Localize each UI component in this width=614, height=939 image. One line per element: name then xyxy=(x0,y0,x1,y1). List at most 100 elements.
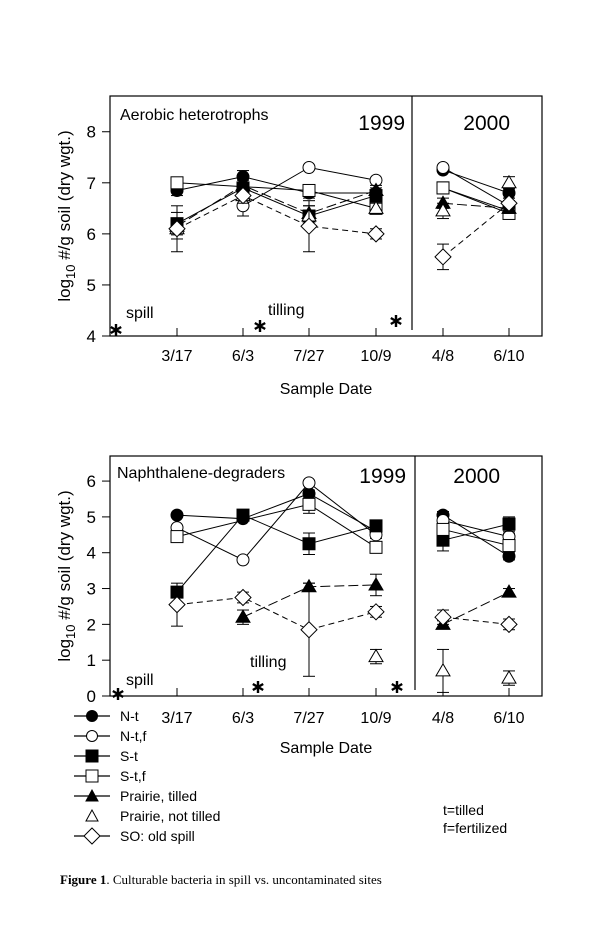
data-point xyxy=(302,160,316,174)
data-point xyxy=(368,200,384,214)
y-tick-label: 6 xyxy=(87,472,96,491)
data-point xyxy=(368,576,384,591)
series-line xyxy=(442,616,510,625)
series-prairie-tilled xyxy=(169,177,517,232)
legend-item: S-t xyxy=(74,748,138,764)
x-tick-label: 10/9 xyxy=(360,710,391,727)
x-axis-title: Sample Date xyxy=(280,381,373,398)
series-line xyxy=(442,187,510,214)
filled-square-icon xyxy=(85,749,99,763)
data-point xyxy=(501,670,517,684)
y-tick-label: 8 xyxy=(87,123,96,142)
event-marker-icon xyxy=(390,315,402,327)
data-point xyxy=(368,648,384,663)
spill-marker-icon xyxy=(112,688,124,700)
data-point xyxy=(502,539,516,553)
y-axis-title-rest: #/g soil (dry wgt.) xyxy=(55,130,74,264)
period-label-1999: 1999 xyxy=(358,112,405,135)
y-tick-label: 2 xyxy=(87,615,96,634)
x-tick-label: 4/8 xyxy=(432,348,454,365)
y-tick-label: 4 xyxy=(87,327,96,346)
x-tick-label: 7/27 xyxy=(293,348,324,365)
legend-note: t=tilled xyxy=(443,802,484,818)
y-axis-title-sub: 10 xyxy=(63,625,78,639)
x-tick-label: 3/17 xyxy=(161,710,192,727)
data-point xyxy=(500,194,518,212)
data-point xyxy=(435,662,451,677)
x-tick-label: 4/8 xyxy=(432,710,454,727)
data-point xyxy=(168,595,186,614)
event-marker-icon xyxy=(391,681,403,693)
legend-item: SO: old spill xyxy=(74,827,195,845)
x-tick-label: 7/27 xyxy=(293,710,324,727)
data-point xyxy=(234,186,252,205)
series-so-old-spill xyxy=(168,186,518,271)
panel-title: Naphthalene-degraders xyxy=(117,465,285,482)
series-s-t-f xyxy=(170,494,516,554)
data-point xyxy=(302,537,316,551)
series-line xyxy=(176,493,377,532)
data-point xyxy=(434,608,452,626)
data-point xyxy=(436,181,450,195)
open-diamond-icon xyxy=(83,827,101,845)
series-line xyxy=(176,482,377,561)
legend-label: S-t xyxy=(120,748,138,764)
series-line xyxy=(442,514,510,557)
y-tick-label: 7 xyxy=(87,174,96,193)
data-point xyxy=(235,609,251,623)
y-tick-label: 5 xyxy=(87,276,96,295)
figure-caption: Figure 1. Culturable bacteria in spill v… xyxy=(60,872,382,888)
data-point xyxy=(434,248,452,266)
x-tick-label: 3/17 xyxy=(161,348,192,365)
y-axis-title: log10 #/g soil (dry wgt.) xyxy=(55,130,78,301)
x-tick-label: 6/3 xyxy=(232,348,254,365)
series-line xyxy=(176,187,377,225)
x-tick-label: 6/10 xyxy=(493,348,524,365)
legend: N-t N-t,f S-t S-t,f Prairie, tilled Prairie, … xyxy=(74,708,507,845)
data-point xyxy=(300,217,318,235)
tilling-marker-icon xyxy=(252,681,264,693)
data-point xyxy=(300,621,318,639)
data-point xyxy=(302,497,316,511)
plot-frame xyxy=(109,455,543,697)
data-point xyxy=(234,588,252,607)
chart-1: 4 5 6 7 8 3/17 6/3 7/27 10/9 4/8 6/10 Sample Date lo… xyxy=(55,95,543,398)
series-line xyxy=(176,503,377,548)
filled-circle-icon xyxy=(86,710,98,722)
series-line xyxy=(176,514,377,593)
legend-label: S-t,f xyxy=(120,768,146,784)
data-point xyxy=(502,549,516,563)
series-line xyxy=(176,176,376,194)
legend-label: Prairie, not tilled xyxy=(120,808,220,824)
open-square-icon xyxy=(85,769,99,783)
period-label-2000: 2000 xyxy=(463,112,510,135)
y-tick-label: 6 xyxy=(87,225,96,244)
data-point xyxy=(367,603,385,621)
legend-item: N-t xyxy=(74,708,139,724)
open-circle-icon xyxy=(86,730,98,742)
series-s-t xyxy=(170,508,516,599)
data-point xyxy=(502,517,516,531)
data-point xyxy=(170,176,184,190)
y-tick-label: 1 xyxy=(87,651,96,670)
legend-item: Prairie, not tilled xyxy=(85,808,220,824)
series-line xyxy=(176,184,377,227)
chart-2: 0 1 2 3 4 5 6 3/17 6/3 7/27 10/9 4/8 6/10 Sample Date… xyxy=(55,455,543,757)
series-n-t-f xyxy=(170,476,516,567)
data-point xyxy=(369,519,383,533)
y-axis-title-log: log xyxy=(55,279,74,302)
data-point xyxy=(236,508,250,522)
data-point xyxy=(302,476,316,490)
annotation-spill: spill xyxy=(126,305,154,322)
y-axis-title-log: log xyxy=(55,639,74,662)
figure-caption-label: Figure 1 xyxy=(60,872,107,887)
annotation-tilling: tilling xyxy=(250,654,286,671)
data-point xyxy=(501,174,517,189)
series-n-t xyxy=(170,163,516,200)
legend-label: N-t xyxy=(120,708,139,724)
data-point xyxy=(500,615,518,634)
legend-item: N-t,f xyxy=(74,728,147,744)
legend-item: S-t,f xyxy=(74,768,146,784)
legend-label: Prairie, tilled xyxy=(120,788,197,804)
